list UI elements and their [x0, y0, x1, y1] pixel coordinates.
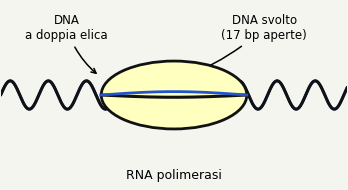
Ellipse shape — [101, 61, 247, 129]
Text: DNA svolto
(17 bp aperte): DNA svolto (17 bp aperte) — [185, 14, 307, 77]
Text: RNA polimerasi: RNA polimerasi — [126, 169, 222, 182]
Text: DNA
a doppia elica: DNA a doppia elica — [25, 14, 108, 73]
